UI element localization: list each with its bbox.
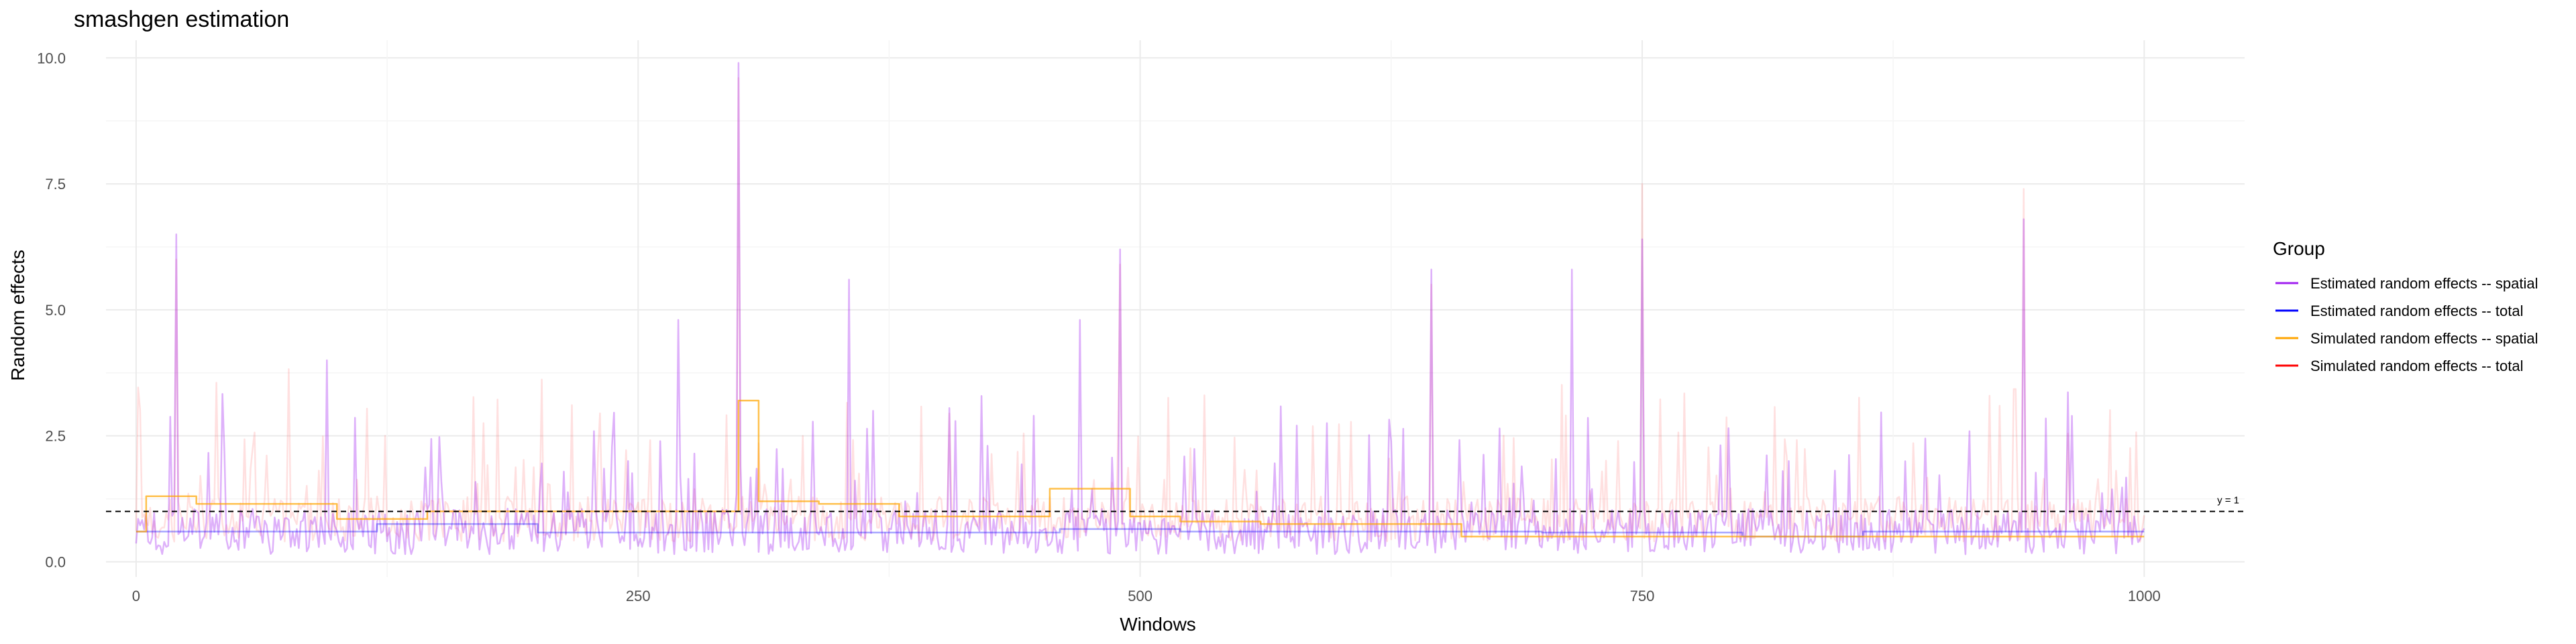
series-line-4 xyxy=(135,77,2145,543)
chart-title: smashgen estimation xyxy=(74,7,289,32)
x-tick-label: 750 xyxy=(1630,588,1655,604)
legend-title: Group xyxy=(2273,238,2325,259)
x-axis-ticks: 0 250 500 750 1000 xyxy=(132,588,2161,604)
legend-label: Estimated random effects -- spatial xyxy=(2310,275,2538,292)
series-line-1 xyxy=(135,62,2145,555)
grid xyxy=(106,40,2245,577)
x-tick-label: 0 xyxy=(132,588,140,604)
legend-item: Simulated random effects -- total xyxy=(2275,358,2524,374)
series-layer xyxy=(135,62,2145,555)
y-axis-ticks: 0.0 2.5 5.0 7.5 10.0 xyxy=(37,50,66,570)
y-tick-label: 5.0 xyxy=(45,302,66,319)
legend-item: Estimated random effects -- spatial xyxy=(2275,275,2538,292)
legend-label: Estimated random effects -- total xyxy=(2310,303,2524,319)
legend-item: Simulated random effects -- spatial xyxy=(2275,330,2538,347)
legend-item: Estimated random effects -- total xyxy=(2275,303,2524,319)
x-tick-label: 250 xyxy=(626,588,651,604)
y-tick-label: 7.5 xyxy=(45,176,66,193)
reference-line: y = 1 xyxy=(106,494,2245,513)
y-tick-label: 0.0 xyxy=(45,553,66,570)
legend: Group Estimated random effects -- spatia… xyxy=(2273,238,2538,374)
series-line-3 xyxy=(136,399,2145,538)
x-axis-title: Windows xyxy=(1120,614,1196,635)
legend-label: Simulated random effects -- total xyxy=(2310,358,2524,374)
y-axis-title: Random effects xyxy=(7,250,28,381)
x-tick-label: 1000 xyxy=(2128,588,2161,604)
y-tick-label: 10.0 xyxy=(37,50,66,66)
y-tick-label: 2.5 xyxy=(45,428,66,445)
legend-label: Simulated random effects -- spatial xyxy=(2310,330,2538,347)
reference-line-label: y = 1 xyxy=(2217,494,2239,506)
x-tick-label: 500 xyxy=(1128,588,1152,604)
